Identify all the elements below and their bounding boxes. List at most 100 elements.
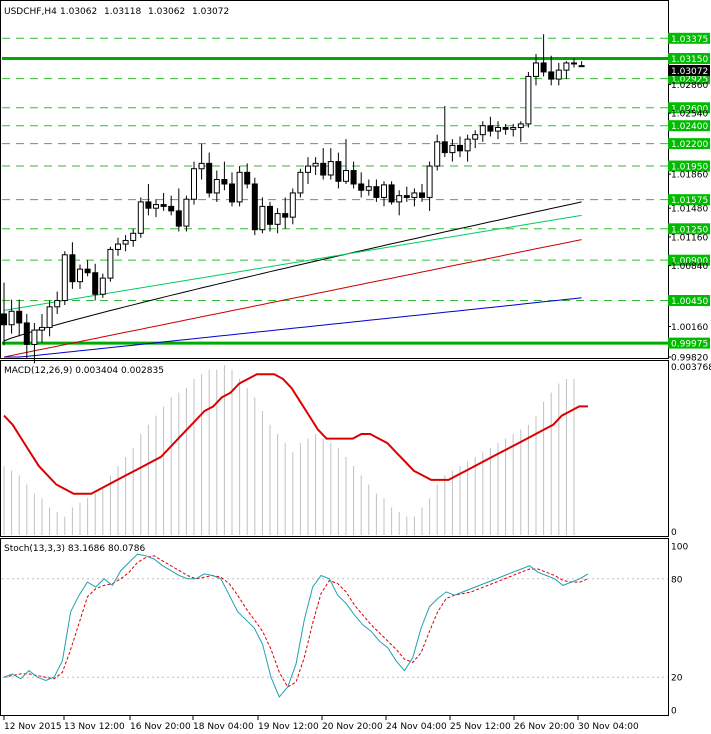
- candle-body: [160, 204, 167, 207]
- level-tag: [668, 194, 710, 206]
- candle-body: [578, 65, 585, 68]
- price-tick-label: 0.99820: [671, 354, 708, 364]
- candle-body: [441, 141, 448, 154]
- level-label: 1.03150: [671, 55, 708, 65]
- candle-body: [305, 165, 311, 173]
- candle-body: [145, 201, 152, 209]
- symbol-header: USDCHF,H4: [4, 7, 57, 17]
- candle-body: [39, 326, 45, 331]
- candle-body: [502, 127, 509, 130]
- candle-body: [153, 204, 159, 209]
- current-price-tag: [668, 64, 710, 76]
- candle-body: [236, 171, 243, 203]
- candle-body: [267, 205, 273, 225]
- candle-body: [175, 210, 182, 227]
- candle-body: [274, 213, 281, 225]
- stoch-panel-frame: [0, 538, 669, 716]
- candle-body: [99, 277, 106, 295]
- candle-body: [457, 144, 463, 152]
- candle-body: [403, 195, 410, 198]
- time-tick-label: 26 Nov 20:00: [514, 722, 575, 732]
- level-tag: [668, 120, 710, 132]
- candle-body: [107, 248, 114, 279]
- level-label: 1.01950: [671, 163, 708, 173]
- candle-body: [464, 138, 471, 152]
- candle-body: [487, 125, 494, 132]
- candle-body: [115, 243, 121, 250]
- time-tick-label: 18 Nov 04:00: [193, 722, 254, 732]
- candle-body: [191, 168, 197, 200]
- candle-body: [259, 205, 266, 231]
- macd-tick-label: 0: [671, 528, 677, 538]
- price-panel-frame: [0, 0, 669, 359]
- time-tick-label: 25 Nov 12:00: [450, 722, 511, 732]
- price-tick-label: 1.00840: [671, 262, 708, 272]
- price-tick-label: 1.00160: [671, 323, 708, 333]
- candle-body: [327, 161, 334, 176]
- current-price-label: 1.03072: [671, 67, 708, 77]
- candle-body: [510, 127, 517, 130]
- candle-body: [137, 201, 144, 234]
- level-label: 1.01575: [671, 196, 708, 206]
- moving-average-line: [3, 214, 582, 311]
- candle-body: [289, 192, 296, 218]
- level-label: 1.00450: [671, 297, 708, 307]
- candle-body: [365, 186, 372, 191]
- time-tick-label: 24 Nov 04:00: [386, 722, 447, 732]
- moving-average-line: [3, 239, 582, 358]
- candle-body: [555, 69, 562, 80]
- candle-body: [198, 162, 205, 170]
- ohlc-close: 1.03072: [192, 7, 229, 17]
- level-tag: [668, 102, 710, 114]
- candle-body: [8, 310, 15, 326]
- candle-body: [426, 165, 433, 198]
- candle-body: [122, 239, 129, 245]
- candle-body: [61, 254, 68, 302]
- macd-indicator: 0.003768 0: [3, 363, 711, 538]
- candle-body: [69, 254, 76, 283]
- price-axis: 1.03375 1.03150 1.02925 1.02600 1.02400 1.022…: [668, 32, 710, 364]
- stoch-tick-label: 0: [671, 707, 677, 717]
- price-tick-label: 1.01160: [671, 233, 708, 243]
- time-tick-label: 20 Nov 20:00: [322, 722, 383, 732]
- time-tick-label: 16 Nov 20:00: [130, 722, 191, 732]
- level-tag: [668, 254, 710, 266]
- horizontal-levels: [2, 37, 668, 345]
- stoch-signal-line: [3, 555, 589, 688]
- moving-averages: [3, 201, 582, 358]
- candle-body: [548, 71, 555, 80]
- candle-body: [388, 184, 395, 203]
- stoch-tick-label: 100: [671, 543, 688, 553]
- candle-body: [206, 162, 213, 194]
- level-tag: [668, 73, 710, 85]
- time-axis: 12 Nov 2015 13 Nov 12:00 16 Nov 20:00 18 No…: [3, 716, 639, 732]
- level-label: 1.00900: [671, 257, 708, 267]
- stoch-tick-label: 80: [671, 575, 683, 585]
- level-label: 1.02200: [671, 140, 708, 150]
- level-label: 1.02925: [671, 75, 708, 85]
- candle-body: [244, 171, 251, 185]
- level-tag: [668, 138, 710, 150]
- candle-body: [312, 162, 319, 167]
- candle-body: [373, 186, 380, 198]
- time-tick-label: 13 Nov 12:00: [64, 722, 125, 732]
- candle-body: [350, 170, 357, 185]
- candle-body: [540, 62, 547, 73]
- ohlc-high: 1.03118: [104, 7, 141, 17]
- candle-body: [229, 183, 235, 203]
- candle-body: [213, 179, 220, 194]
- candle-body: [411, 192, 418, 198]
- price-tick-label: 1.02860: [671, 81, 708, 91]
- candle-body: [449, 144, 456, 154]
- candle-body: [495, 127, 501, 132]
- candle-body: [84, 268, 91, 274]
- candle-body: [183, 198, 190, 227]
- candle-body: [320, 162, 327, 176]
- candle-body: [563, 62, 570, 71]
- candle-body: [381, 184, 387, 198]
- candle-body: [130, 232, 137, 241]
- candle-body: [472, 134, 479, 140]
- stoch-main-line: [3, 553, 589, 698]
- candle-body: [1, 313, 7, 326]
- level-tag: [668, 160, 710, 172]
